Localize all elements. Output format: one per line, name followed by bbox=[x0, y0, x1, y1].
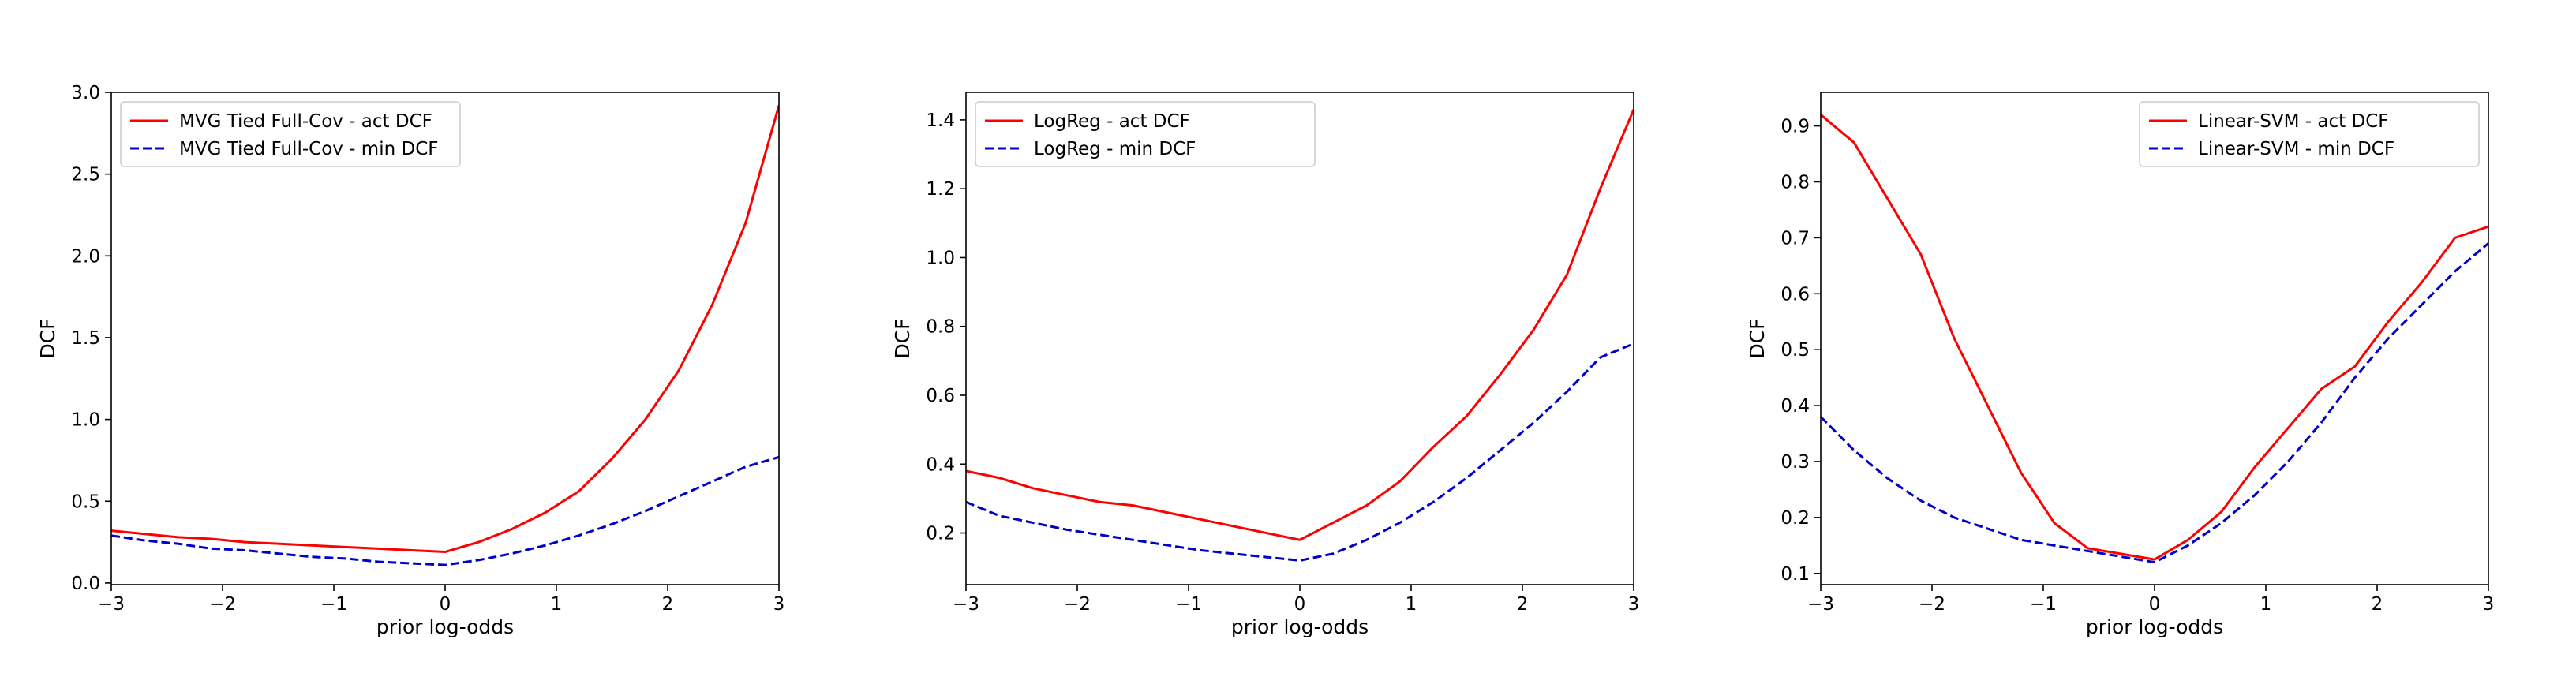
x-tick-label: 3 bbox=[773, 594, 785, 615]
y-tick-label: 0.4 bbox=[926, 454, 955, 475]
y-tick-label: 0.1 bbox=[1780, 564, 1810, 585]
x-tick-label: 3 bbox=[2483, 594, 2495, 615]
x-tick-label: 0 bbox=[2149, 594, 2161, 615]
legend-label: Linear-SVM - act DCF bbox=[2198, 111, 2388, 132]
y-tick-label: 1.2 bbox=[926, 179, 955, 200]
y-tick-label: 0.3 bbox=[1780, 452, 1810, 473]
x-tick-label: −1 bbox=[1175, 594, 1202, 615]
x-tick-label: −1 bbox=[2030, 594, 2057, 615]
legend-label: MVG Tied Full-Cov - act DCF bbox=[179, 111, 432, 132]
x-axis-label: prior log-odds bbox=[1231, 615, 1368, 638]
legend-box bbox=[2139, 101, 2480, 167]
y-tick-label: 0.9 bbox=[1780, 117, 1810, 137]
legend-box bbox=[975, 101, 1316, 167]
x-tick-label: 3 bbox=[1628, 594, 1640, 615]
y-tick-label: 1.5 bbox=[71, 328, 100, 349]
series-line-min-dcf bbox=[111, 455, 779, 566]
x-axis-label: prior log-odds bbox=[376, 615, 514, 638]
y-axis-label: DCF bbox=[36, 318, 59, 358]
legend-label: MVG Tied Full-Cov - min DCF bbox=[179, 139, 438, 159]
x-tick-label: 1 bbox=[551, 594, 563, 615]
x-axis-label: prior log-odds bbox=[2086, 615, 2223, 638]
y-tick-label: 0.7 bbox=[1780, 228, 1810, 249]
legend-box bbox=[120, 101, 461, 167]
y-axis-label: DCF bbox=[1746, 318, 1769, 358]
series-line-act-dcf bbox=[111, 105, 779, 554]
legend: MVG Tied Full-Cov - act DCF MVG Tied Full… bbox=[120, 101, 461, 167]
x-tick-label: 2 bbox=[2372, 594, 2383, 615]
y-tick-label: 1.4 bbox=[926, 110, 955, 131]
chart-panel-3: −3 −2 −1 0 1 2 3 0.1 0.2 0.3 0.4 0.5 0.6 0.7 0.8 0.9 pri… bbox=[1746, 92, 2494, 638]
y-tick-label: 0.4 bbox=[1780, 396, 1810, 417]
chart-panel-2: −3 −2 −1 0 1 2 3 0.2 0.4 0.6 0.8 1.0 1.2 1.4 prior log… bbox=[891, 92, 1639, 638]
y-tick-label: 2.5 bbox=[71, 165, 100, 185]
series-line-act-dcf bbox=[1821, 114, 2488, 561]
legend-label: Linear-SVM - min DCF bbox=[2198, 139, 2394, 159]
x-tick-label: −2 bbox=[209, 594, 236, 615]
legend: Linear-SVM - act DCF Linear-SVM - min DCF bbox=[2139, 101, 2480, 167]
y-tick-label: 3.0 bbox=[71, 83, 100, 103]
x-tick-label: 1 bbox=[1406, 594, 1417, 615]
y-tick-label: 2.0 bbox=[71, 246, 100, 267]
y-tick-label: 0.2 bbox=[926, 524, 955, 544]
legend-label: LogReg - min DCF bbox=[1034, 139, 1196, 159]
x-tick-label: −1 bbox=[320, 594, 347, 615]
x-tick-label: −2 bbox=[1919, 594, 1945, 615]
y-tick-label: 1.0 bbox=[926, 248, 955, 268]
x-tick-label: 2 bbox=[1517, 594, 1529, 615]
series-line-min-dcf bbox=[1821, 242, 2488, 564]
y-axis-label: DCF bbox=[891, 318, 914, 358]
y-tick-label: 0.2 bbox=[1780, 508, 1810, 529]
y-tick-label: 0.5 bbox=[71, 492, 100, 512]
legend: LogReg - act DCF LogReg - min DCF bbox=[975, 101, 1316, 167]
y-tick-label: 0.8 bbox=[1780, 172, 1810, 193]
y-tick-label: 0.0 bbox=[71, 574, 100, 594]
x-tick-label: −3 bbox=[98, 594, 125, 615]
y-tick-label: 0.8 bbox=[926, 317, 955, 338]
series-line-act-dcf bbox=[966, 109, 1634, 541]
x-tick-label: 2 bbox=[662, 594, 674, 615]
series-line-min-dcf bbox=[966, 342, 1634, 562]
chart-panel-1: −3 −2 −1 0 1 2 3 0.0 0.5 1.0 1.5 2.0 2.5 3.0 prior log… bbox=[36, 83, 784, 638]
legend-label: LogReg - act DCF bbox=[1034, 111, 1190, 132]
y-tick-label: 1.0 bbox=[71, 410, 100, 431]
y-tick-label: 0.5 bbox=[1780, 340, 1810, 361]
x-tick-label: −3 bbox=[1807, 594, 1834, 615]
y-tick-label: 0.6 bbox=[926, 386, 955, 406]
x-tick-label: 1 bbox=[2260, 594, 2272, 615]
x-tick-label: 0 bbox=[440, 594, 451, 615]
x-tick-label: −3 bbox=[953, 594, 979, 615]
x-tick-label: −2 bbox=[1064, 594, 1091, 615]
y-tick-label: 0.6 bbox=[1780, 284, 1810, 305]
x-tick-label: 0 bbox=[1294, 594, 1306, 615]
